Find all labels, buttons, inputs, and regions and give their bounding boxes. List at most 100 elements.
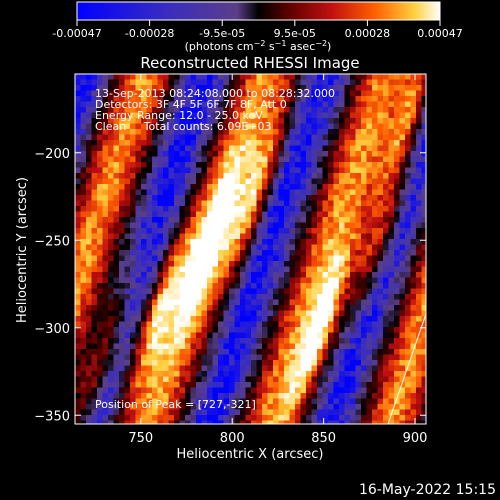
heatmap-cell [113, 283, 120, 289]
heatmap-cell [152, 123, 158, 130]
heatmap-cell [201, 90, 208, 97]
heatmap-cell [289, 217, 296, 223]
heatmap-cell [410, 195, 417, 201]
heatmap-cell [146, 200, 153, 207]
heatmap-cell [388, 233, 395, 240]
heatmap-cell [372, 354, 378, 361]
heatmap-cell [190, 310, 197, 317]
heatmap-cell [306, 134, 312, 141]
heatmap-cell [80, 107, 87, 113]
heatmap-cell [333, 129, 340, 135]
heatmap-cell [361, 74, 367, 80]
heatmap-cell [163, 255, 169, 262]
heatmap-cell [388, 294, 395, 300]
heatmap-cell [190, 288, 197, 295]
heatmap-cell [273, 343, 279, 350]
heatmap-cell [80, 349, 87, 355]
heatmap-cell [394, 200, 400, 207]
heatmap-cell [80, 365, 87, 372]
heatmap-cell [119, 321, 125, 328]
heatmap-cell [168, 321, 175, 328]
heatmap-cell [410, 321, 417, 328]
heatmap-cell [306, 332, 312, 339]
heatmap-cell [256, 327, 263, 333]
heatmap-cell [251, 184, 257, 190]
heatmap-cell [223, 162, 230, 168]
heatmap-cell [80, 310, 87, 317]
heatmap-cell [405, 343, 411, 350]
heatmap-cell [108, 123, 114, 130]
heatmap-cell [102, 206, 109, 212]
heatmap-cell [267, 277, 274, 284]
heatmap-cell [141, 349, 147, 355]
heatmap-cell [388, 420, 395, 424]
heatmap-cell [306, 360, 312, 366]
heatmap-cell [278, 211, 285, 218]
heatmap-cell [333, 101, 340, 108]
heatmap-cell [146, 376, 153, 383]
heatmap-cell [196, 266, 202, 273]
heatmap-cell [300, 140, 307, 146]
heatmap-cell [394, 387, 400, 394]
heatmap-cell [207, 354, 213, 361]
heatmap-cell [251, 382, 257, 388]
heatmap-cell [86, 250, 92, 256]
heatmap-cell [350, 415, 356, 421]
limb-line [387, 313, 426, 424]
heatmap-cell [91, 244, 98, 251]
heatmap-cell [322, 288, 329, 295]
heatmap-cell [372, 151, 378, 157]
heatmap-cell [322, 277, 329, 284]
heatmap-cell [157, 162, 164, 168]
heatmap-cell [130, 79, 136, 86]
heatmap-cell [174, 90, 180, 97]
heatmap-cell [350, 299, 356, 306]
heatmap-cell [135, 382, 142, 388]
heatmap-cell [124, 145, 131, 152]
heatmap-cell [355, 316, 362, 322]
heatmap-cell [207, 178, 213, 185]
heatmap-cell [80, 327, 87, 333]
heatmap-cell [240, 321, 246, 328]
heatmap-cell [146, 189, 153, 196]
heatmap-cell [262, 85, 268, 91]
heatmap-cell [240, 409, 246, 416]
heatmap-cell [251, 343, 257, 350]
heatmap-cell [405, 387, 411, 394]
heatmap-cell [388, 156, 395, 163]
heatmap-cell [317, 156, 323, 163]
heatmap-cell [262, 217, 268, 223]
heatmap-cell [333, 310, 340, 317]
heatmap-cell [355, 288, 362, 295]
heatmap-cell [361, 222, 367, 229]
heatmap-cell [157, 244, 164, 251]
heatmap-cell [91, 90, 98, 97]
heatmap-cell [421, 189, 426, 196]
heatmap-cell [322, 112, 329, 119]
heatmap-cell [102, 250, 109, 256]
heatmap-cell [388, 184, 395, 190]
heatmap-cell [405, 382, 411, 388]
heatmap-cell [223, 288, 230, 295]
heatmap-cell [141, 107, 147, 113]
heatmap-cell [328, 233, 334, 240]
heatmap-cell [163, 112, 169, 119]
heatmap-cell [311, 200, 318, 207]
heatmap-cell [229, 294, 235, 300]
heatmap-cell [207, 244, 213, 251]
heatmap-cell [361, 90, 367, 97]
heatmap-cell [102, 321, 109, 328]
heatmap-cell [383, 360, 389, 366]
heatmap-cell [344, 332, 351, 339]
heatmap-cell [97, 415, 103, 421]
heatmap-cell [124, 420, 131, 424]
heatmap-cell [350, 167, 356, 174]
heatmap-cell [383, 200, 389, 207]
heatmap-cell [300, 195, 307, 201]
heatmap-cell [344, 173, 351, 179]
heatmap-cell [179, 415, 186, 421]
heatmap-cell [311, 365, 318, 372]
heatmap-cell [361, 173, 367, 179]
heatmap-cell [113, 74, 120, 80]
heatmap-cell [388, 244, 395, 251]
